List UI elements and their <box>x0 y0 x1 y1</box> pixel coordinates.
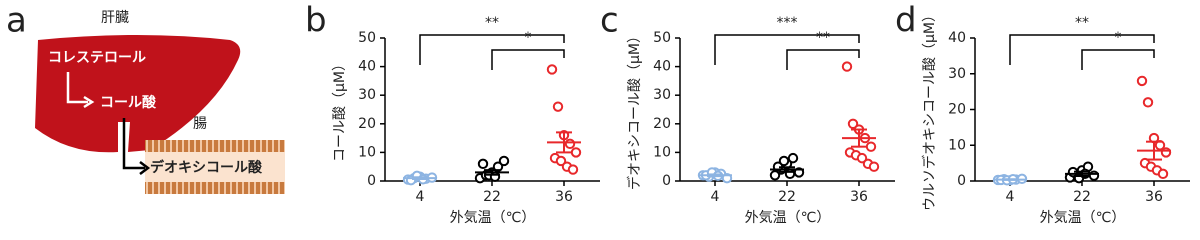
x-tick-label: 22 <box>483 189 501 205</box>
y-tick-label: 10 <box>653 144 671 160</box>
y-tick-label: 40 <box>358 59 376 75</box>
liver <box>35 35 241 153</box>
data-point <box>787 152 799 164</box>
y-tick-label: 0 <box>367 173 376 189</box>
cholesterol: コレステロール <box>48 50 146 66</box>
x-tick-label: 36 <box>1145 189 1163 205</box>
x-tick-label: 22 <box>1073 189 1091 205</box>
significance-label: ** <box>816 30 830 46</box>
panel-label: b <box>305 1 327 41</box>
significance-label: * <box>525 30 532 46</box>
data-point <box>552 101 564 112</box>
panel-a: a 肝臓 腸 コレステロール コール酸 デオキシコール酸 <box>6 1 285 194</box>
significance-label: ** <box>1075 15 1089 31</box>
x-axis-label: 外気温（℃） <box>1040 210 1126 226</box>
data-point <box>555 155 567 167</box>
data-point <box>498 155 510 167</box>
arrow-head <box>83 95 95 109</box>
significance-bracket <box>1009 34 1155 65</box>
significance-bracket <box>714 34 860 65</box>
data-point <box>477 158 489 170</box>
cholic-acid: コール酸 <box>100 94 157 111</box>
panel-label: c <box>600 1 619 41</box>
data-point <box>570 147 582 158</box>
y-tick-label: 30 <box>948 66 966 82</box>
significance-label: ** <box>485 15 499 31</box>
y-axis-label: デオキシコール酸（μM） <box>626 29 643 190</box>
x-tick-label: 4 <box>416 189 425 205</box>
y-tick-label: 0 <box>662 173 671 189</box>
x-tick-label: 4 <box>1006 189 1015 205</box>
significance-bracket <box>786 49 860 70</box>
x-tick-label: 22 <box>778 189 796 205</box>
data-point <box>1157 168 1169 180</box>
y-tick-label: 40 <box>948 30 966 46</box>
panel-label: a <box>6 1 27 41</box>
x-axis-label: 外気温（℃） <box>745 210 831 226</box>
significance-label: * <box>1115 30 1122 46</box>
intestine <box>145 140 285 194</box>
y-tick-label: 10 <box>358 144 376 160</box>
data-point <box>841 61 853 72</box>
arrow-head <box>139 161 151 175</box>
y-tick-label: 50 <box>653 30 671 46</box>
arrow <box>66 72 88 104</box>
y-tick-label: 10 <box>948 137 966 153</box>
data-point <box>567 164 579 175</box>
significance-bracket <box>419 34 565 65</box>
data-point <box>856 152 868 164</box>
data-point <box>769 170 781 181</box>
y-axis-label: ウルソデオキシコール酸（μM） <box>921 8 938 211</box>
x-tick-label: 36 <box>850 189 868 205</box>
x-tick-label: 4 <box>711 189 720 205</box>
y-tick-label: 0 <box>957 173 966 189</box>
deoxycholic-acid: デオキシコール酸 <box>150 159 263 176</box>
x-axis-label: 外気温（℃） <box>450 210 536 226</box>
data-point <box>564 138 576 150</box>
y-tick-label: 20 <box>948 102 966 118</box>
data-point <box>1136 75 1148 87</box>
significance-bracket <box>491 49 565 70</box>
intestine-label: 腸 <box>193 116 207 132</box>
y-tick-label: 50 <box>358 30 376 46</box>
y-tick-label: 30 <box>358 87 376 103</box>
significance-bracket <box>1081 49 1155 70</box>
data-point <box>865 141 877 152</box>
arrow <box>122 118 145 170</box>
liver-label: 肝臓 <box>101 10 129 26</box>
data-point <box>546 64 558 75</box>
data-point <box>778 155 790 167</box>
y-tick-label: 30 <box>653 87 671 103</box>
data-point <box>868 161 880 172</box>
panel-label: d <box>895 1 917 41</box>
y-tick-label: 20 <box>358 116 376 132</box>
figure: a 肝臓 腸 コレステロール コール酸 デオキシコール酸 b0102030405… <box>6 1 1190 226</box>
data-point <box>1142 97 1154 108</box>
data-point <box>1160 147 1172 158</box>
y-tick-label: 40 <box>653 59 671 75</box>
x-tick-label: 36 <box>555 189 573 205</box>
significance-label: *** <box>777 15 798 31</box>
y-axis-label: コール酸（μM） <box>332 57 348 162</box>
y-tick-label: 20 <box>653 116 671 132</box>
data-point <box>1088 170 1100 181</box>
data-point <box>847 118 859 130</box>
